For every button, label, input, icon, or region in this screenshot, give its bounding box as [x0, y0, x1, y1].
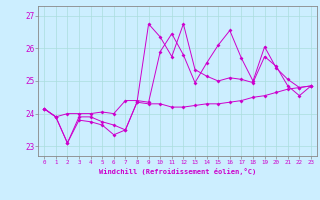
X-axis label: Windchill (Refroidissement éolien,°C): Windchill (Refroidissement éolien,°C) [99, 168, 256, 175]
